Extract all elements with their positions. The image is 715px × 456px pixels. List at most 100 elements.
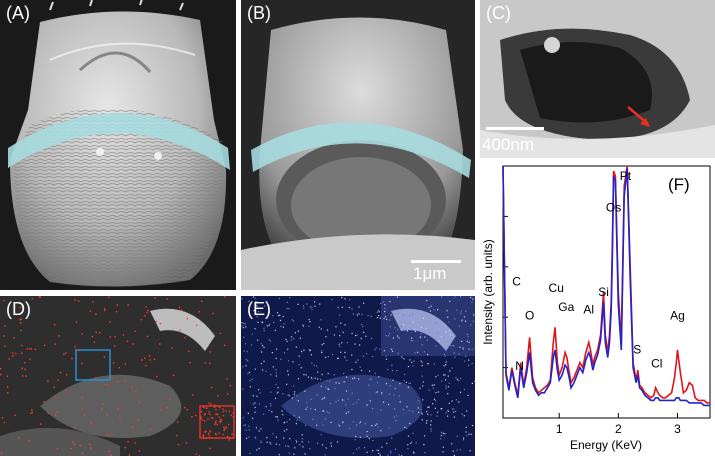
broken-diatom-image [241,0,475,290]
eds-signal-dot [294,391,296,393]
eds-signal-dot [247,412,249,414]
eds-signal-dot [406,427,408,429]
eds-signal-dot [277,419,279,421]
element-label-os: Os [606,200,621,214]
eds-signal-dot [185,442,188,444]
eds-signal-dot [21,375,24,377]
eds-signal-dot [200,410,203,413]
eds-signal-dot [276,348,278,350]
eds-signal-dot [383,318,385,320]
eds-signal-dot [433,363,435,365]
eds-signal-dot [393,394,395,396]
eds-signal-dot [452,408,454,410]
eds-signal-dot [451,443,453,445]
eds-signal-dot [440,431,443,433]
eds-signal-dot [362,325,364,328]
eds-signal-dot [339,335,341,337]
eds-signal-dot [310,398,312,400]
eds-signal-dot [335,382,337,384]
eds-signal-dot [0,368,2,370]
eds-signal-dot [371,425,373,427]
eds-signal-dot [263,327,265,329]
eds-signal-dot [413,452,415,454]
eds-signal-dot [397,329,399,331]
eds-signal-dot [217,395,219,397]
eds-signal-dot [401,356,403,358]
eds-signal-dot [440,336,443,338]
panel-b-sem-broken-diatom: (B) 1μm [241,0,475,290]
eds-signal-dot [20,318,22,320]
eds-signal-dot [348,306,350,309]
eds-signal-dot [81,408,83,410]
eds-signal-dot [410,442,412,444]
eds-signal-dot [204,420,206,422]
eds-signal-dot [263,413,265,415]
eds-signal-dot [122,334,124,336]
element-label-si: Si [598,285,609,299]
panel-d-eds-map: (D) [0,296,236,456]
eds-signal-dot [258,311,260,313]
eds-signal-dot [435,345,437,347]
eds-signal-dot [225,410,227,412]
eds-signal-dot [145,365,147,367]
eds-signal-dot [463,316,466,318]
eds-signal-dot [320,379,322,381]
eds-signal-dot [263,346,265,349]
eds-signal-dot [258,430,260,432]
eds-signal-dot [179,329,181,331]
eds-signal-dot [361,323,363,326]
eds-signal-dot [44,344,46,346]
eds-signal-dot [455,377,457,379]
eds-signal-dot [326,447,328,449]
element-label-pt: Pt [620,169,632,183]
eds-signal-dot [410,329,412,331]
eds-signal-dot [363,331,365,333]
eds-signal-dot [270,405,272,407]
eds-signal-dot [214,423,216,425]
eds-signal-dot [280,358,282,360]
eds-signal-dot [283,323,285,325]
eds-signal-dot [339,345,341,347]
eds-signal-dot [354,439,356,441]
eds-signal-dot [188,350,190,352]
eds-signal-dot [251,344,253,346]
eds-signal-dot [263,330,265,332]
eds-signal-dot [269,340,272,342]
eds-signal-dot [389,333,391,335]
eds-signal-dot [427,354,429,356]
eds-signal-dot [420,333,422,335]
eds-signal-dot [208,434,210,436]
eds-signal-dot [26,348,28,350]
eds-signal-dot [205,407,208,409]
eds-signal-dot [374,424,376,426]
eds-signal-dot [251,333,253,335]
eds-signal-dot [265,370,267,372]
eds-signal-dot [292,320,295,322]
eds-signal-dot [258,389,260,391]
eds-signal-dot [243,424,245,426]
eds-signal-dot [414,328,416,330]
eds-signal-dot [430,414,432,416]
element-label-c: C [512,275,521,289]
eds-signal-dot [309,448,311,450]
eds-signal-dot [74,299,76,301]
eds-signal-dot [458,325,460,327]
eds-signal-dot [358,447,360,449]
eds-signal-dot [352,377,354,380]
eds-signal-dot [214,432,217,435]
eds-signal-dot [352,313,354,315]
eds-signal-dot [268,339,270,341]
eds-signal-dot [411,313,414,315]
eds-signal-dot [410,339,412,341]
eds-signal-dot [137,419,139,421]
eds-signal-dot [430,420,432,422]
eds-signal-dot [57,379,59,381]
eds-signal-dot [474,347,475,349]
eds-signal-dot [20,322,22,324]
eds-signal-dot [392,313,394,315]
eds-signal-dot [454,356,456,358]
eds-signal-dot [295,346,297,348]
eds-signal-dot [421,364,423,367]
eds-signal-dot [425,422,428,424]
eds-signal-dot [336,441,339,443]
